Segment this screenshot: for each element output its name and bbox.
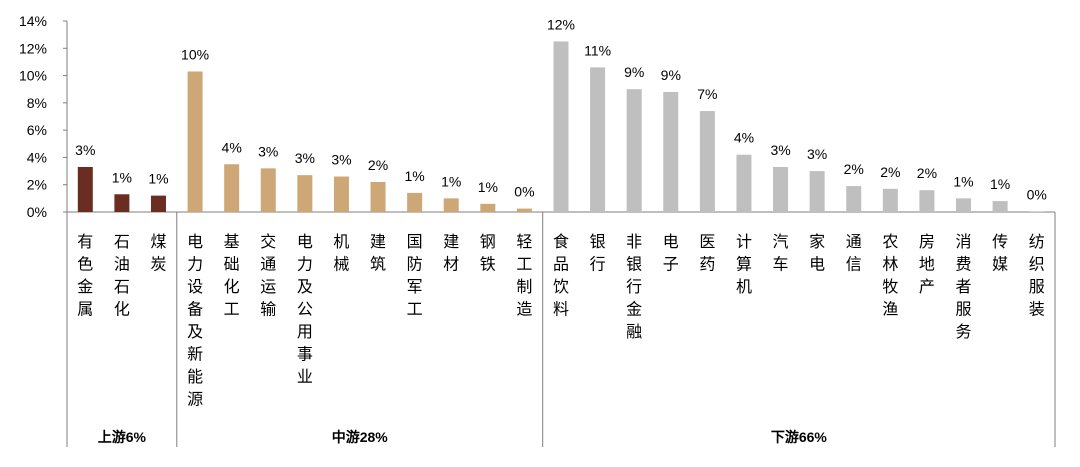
category-label: 电力设备及新能源 — [187, 233, 203, 409]
data-label: 1% — [148, 171, 168, 187]
y-tick-label: 2% — [27, 177, 47, 193]
category-label: 基础化工 — [224, 233, 240, 319]
bar — [919, 190, 935, 212]
bar — [663, 91, 679, 212]
category-label: 交通运输 — [260, 233, 276, 319]
category-label: 纺织服装 — [1029, 233, 1045, 319]
bar — [992, 201, 1008, 212]
category-label: 有色金属 — [77, 233, 93, 319]
bar — [626, 89, 642, 212]
category-label: 煤炭 — [150, 233, 166, 274]
group-label: 上游6% — [98, 429, 147, 445]
category-label: 石油石化 — [114, 234, 130, 319]
data-labels: 3% 1% 1% 10% 4% 3% 3% 3% 2% 1% 1% 1% 0% 12% 11% 9% 9% 7% 4… — [75, 16, 1047, 202]
data-label: 3% — [75, 142, 95, 158]
y-tick-label: 12% — [19, 40, 47, 56]
category-label: 传媒 — [992, 233, 1008, 274]
data-label: 4% — [734, 130, 754, 146]
group-label: 下游66% — [771, 429, 828, 445]
y-axis: 0% 2% 4% 6% 8% 10% 12% 14% — [19, 13, 1055, 220]
category-label: 房地产 — [919, 233, 935, 296]
y-tick-label: 14% — [19, 13, 47, 29]
category-label: 电力及公用事业 — [297, 233, 313, 386]
bar — [736, 154, 752, 212]
bar — [956, 198, 972, 212]
bar — [590, 67, 606, 212]
bar — [224, 164, 240, 212]
data-label: 0% — [1027, 186, 1047, 202]
category-label: 计算机 — [736, 233, 752, 296]
category-label: 机械 — [333, 233, 349, 274]
group-dividers: 上游6% 中游28% 下游66% — [66, 212, 1056, 447]
bar — [553, 41, 569, 212]
bar — [150, 195, 166, 212]
category-label: 非银行金融 — [626, 233, 642, 341]
bar — [297, 175, 313, 212]
bar — [187, 71, 203, 212]
category-label: 国防军工 — [407, 234, 423, 319]
data-label: 2% — [917, 165, 937, 181]
category-label: 建材 — [443, 233, 459, 274]
bar — [1029, 211, 1045, 212]
bar — [516, 208, 532, 212]
bar — [260, 168, 276, 212]
data-label: 3% — [258, 143, 278, 159]
bars — [77, 41, 1045, 212]
bar — [333, 176, 349, 212]
bar — [114, 194, 130, 212]
category-label: 银行 — [590, 233, 606, 274]
y-tick-label: 0% — [27, 204, 47, 220]
data-label: 3% — [770, 142, 790, 158]
data-label: 3% — [807, 146, 827, 162]
data-label: 2% — [880, 164, 900, 180]
bar — [882, 188, 898, 212]
bar — [407, 192, 423, 212]
data-label: 1% — [953, 173, 973, 189]
group-label: 中游28% — [332, 429, 389, 445]
data-label: 10% — [181, 46, 209, 62]
category-label: 家电 — [809, 233, 825, 274]
category-label: 通信 — [846, 233, 862, 274]
data-label: 1% — [441, 173, 461, 189]
category-label: 汽车 — [773, 233, 789, 274]
data-label: 11% — [584, 42, 611, 58]
category-label: 轻工制造 — [516, 233, 532, 319]
data-label: 1% — [112, 169, 132, 185]
data-label: 1% — [478, 179, 498, 195]
data-label: 3% — [295, 150, 315, 166]
data-label: 7% — [697, 86, 717, 102]
bar — [480, 203, 496, 212]
data-label: 9% — [624, 64, 644, 80]
bar — [443, 198, 459, 212]
category-label: 建筑 — [370, 233, 386, 274]
bar — [809, 171, 825, 212]
bar — [77, 166, 93, 212]
data-label: 4% — [222, 139, 242, 155]
bar — [846, 186, 862, 212]
data-label: 9% — [661, 67, 681, 83]
bar — [370, 181, 386, 212]
y-tick-label: 4% — [27, 149, 47, 165]
category-label: 食品饮料 — [553, 233, 569, 319]
data-label: 2% — [844, 161, 864, 177]
bar — [699, 111, 715, 212]
bar — [773, 166, 789, 212]
data-label: 1% — [405, 168, 425, 184]
data-label: 0% — [514, 184, 534, 200]
y-tick-label: 8% — [27, 95, 47, 111]
data-label: 12% — [547, 16, 575, 32]
category-label: 钢铁 — [480, 233, 496, 274]
category-label: 消费者服务 — [956, 233, 972, 341]
data-label: 3% — [331, 152, 351, 168]
y-tick-label: 10% — [19, 68, 47, 84]
category-label: 电子 — [663, 233, 679, 274]
category-label: 医药 — [699, 234, 715, 274]
data-label: 1% — [990, 176, 1010, 192]
data-label: 2% — [368, 157, 388, 173]
y-tick-label: 6% — [27, 122, 47, 138]
category-label: 农林牧渔 — [882, 233, 898, 319]
